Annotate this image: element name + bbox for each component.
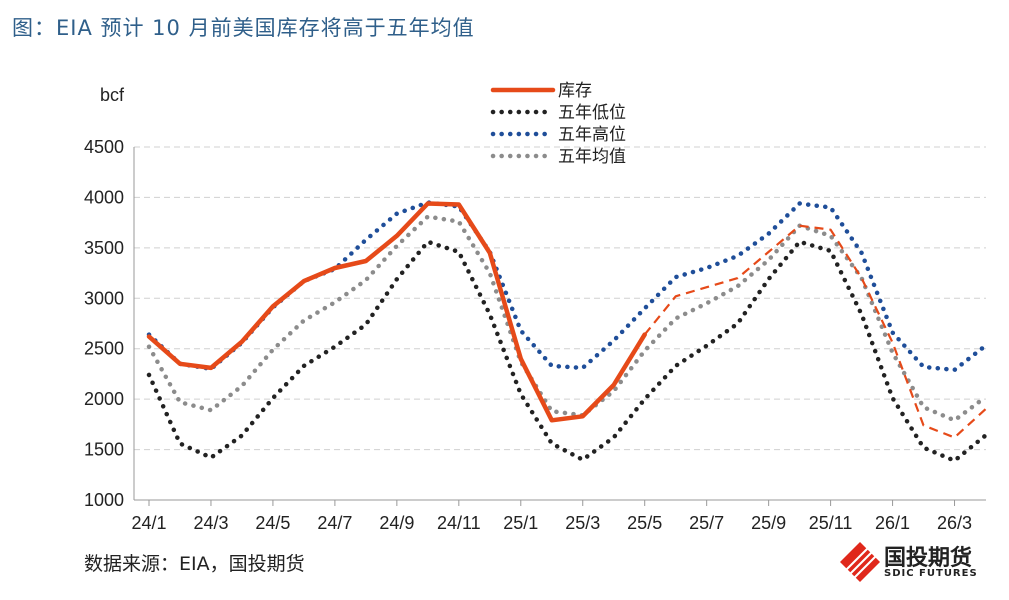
- series-layer: [146, 200, 988, 463]
- x-tick-label: 24/11: [437, 513, 481, 533]
- x-tick-label: 26/3: [937, 513, 972, 533]
- x-tick-label: 25/9: [751, 513, 786, 533]
- chart: 1000 1500 2000 2500 3000 3500 4000 4500 24/1 24/3…: [84, 81, 988, 533]
- y-tick-label: 1500: [84, 440, 124, 460]
- figure-title: 图：EIA 预计 10 月前美国库存将高于五年均值: [12, 16, 475, 40]
- series-line: [146, 214, 988, 423]
- y-tick-label: 4000: [84, 187, 124, 207]
- x-tick-label: 24/7: [317, 513, 352, 533]
- x-tick-label: 25/7: [689, 513, 724, 533]
- sdic-logo-icon: [840, 542, 880, 582]
- y-axis-label: bcf: [100, 85, 125, 105]
- y-tick-label: 1000: [84, 490, 124, 510]
- legend-label: 五年低位: [558, 103, 626, 123]
- sdic-logo: 国投期货 SDIC FUTURES: [838, 538, 1008, 586]
- source-note: 数据来源：EIA，国投期货: [84, 553, 305, 575]
- y-tick-label: 2500: [84, 339, 124, 359]
- series-line: [146, 239, 988, 463]
- y-tick-label: 2000: [84, 389, 124, 409]
- x-tick-label: 25/1: [503, 513, 538, 533]
- legend-label: 库存: [558, 81, 592, 101]
- series-line: [146, 201, 647, 423]
- y-tick-label: 4500: [84, 137, 124, 157]
- x-tick-label: 26/1: [875, 513, 910, 533]
- grid-layer: [134, 146, 986, 451]
- x-tick-label: 25/3: [565, 513, 600, 533]
- x-tick-label: 25/5: [627, 513, 662, 533]
- logo-text-en: SDIC FUTURES: [884, 568, 978, 579]
- legend-label: 五年高位: [558, 125, 626, 145]
- x-tick-label: 24/5: [255, 513, 290, 533]
- y-tick-label: 3500: [84, 238, 124, 258]
- y-tick-label: 3000: [84, 288, 124, 308]
- x-tick-label: 24/9: [379, 513, 414, 533]
- x-tick-label: 24/1: [131, 513, 166, 533]
- series-line: [146, 200, 988, 373]
- x-tick-label: 25/11: [809, 513, 853, 533]
- axis-layer: 1000 1500 2000 2500 3000 3500 4000 4500 24/1 24/3…: [84, 137, 986, 533]
- logo-text-cn: 国投期货: [884, 546, 973, 571]
- series-line: [643, 224, 987, 439]
- x-tick-label: 24/3: [193, 513, 228, 533]
- legend-label: 五年均值: [558, 147, 626, 167]
